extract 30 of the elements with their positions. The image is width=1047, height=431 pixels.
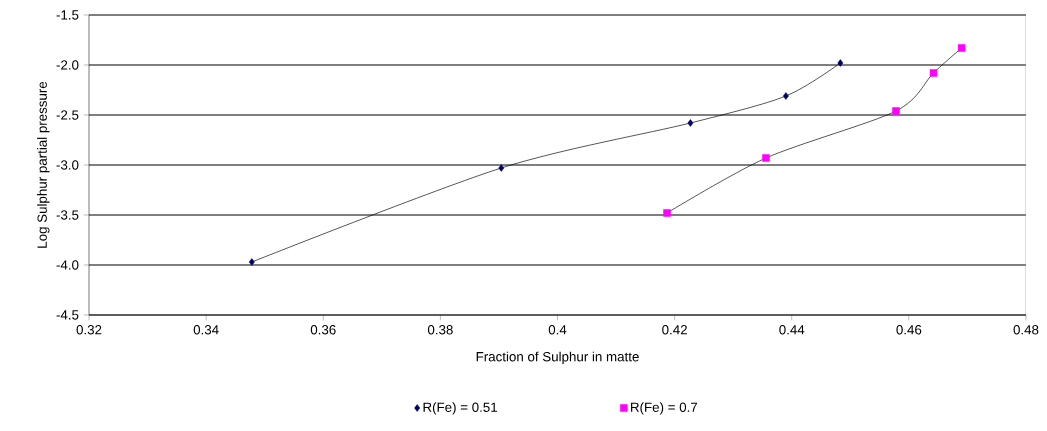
x-axis-title: Fraction of Sulphur in matte: [476, 351, 639, 365]
y-tick-label: -2.0: [56, 60, 79, 70]
point: [663, 209, 671, 217]
point: [957, 44, 966, 52]
y-tick-label: -4.0: [56, 260, 79, 270]
x-tick-label: 0.36: [310, 325, 336, 335]
point: [248, 258, 255, 266]
x-tick-label: 0.32: [76, 325, 102, 335]
point: [498, 164, 505, 172]
y-axis-title: Log Sulphur partial pressure: [37, 81, 50, 248]
x-tick-label: 0.48: [1013, 325, 1039, 335]
y-tick-label: -4.5: [56, 310, 79, 320]
y-tick-label: -3.5: [56, 210, 79, 220]
point: [783, 92, 789, 100]
y-tick-label: -2.5: [56, 110, 79, 120]
x-tick-label: 0.46: [896, 325, 922, 335]
legend-label: R(Fe) = 0.7: [631, 402, 698, 415]
point: [929, 69, 938, 77]
point: [837, 59, 844, 67]
point: [762, 154, 770, 162]
x-tick-label: 0.4: [548, 325, 567, 335]
x-tick-label: 0.38: [427, 325, 453, 335]
y-tick-label: -3.0: [56, 160, 79, 170]
point: [892, 107, 900, 115]
y-tick-label: -1.5: [56, 10, 79, 20]
legend-label: R(Fe) = 0.51: [423, 402, 498, 415]
x-tick-label: 0.34: [193, 325, 219, 335]
x-tick-label: 0.42: [662, 325, 687, 335]
point: [687, 119, 694, 127]
x-tick-label: 0.44: [779, 325, 805, 335]
